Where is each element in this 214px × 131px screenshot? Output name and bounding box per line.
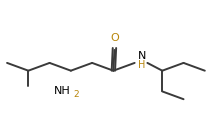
Text: NH: NH	[54, 86, 71, 96]
Text: 2: 2	[73, 90, 79, 99]
Text: N: N	[138, 51, 146, 61]
Text: H: H	[138, 60, 145, 70]
Text: O: O	[110, 33, 119, 43]
